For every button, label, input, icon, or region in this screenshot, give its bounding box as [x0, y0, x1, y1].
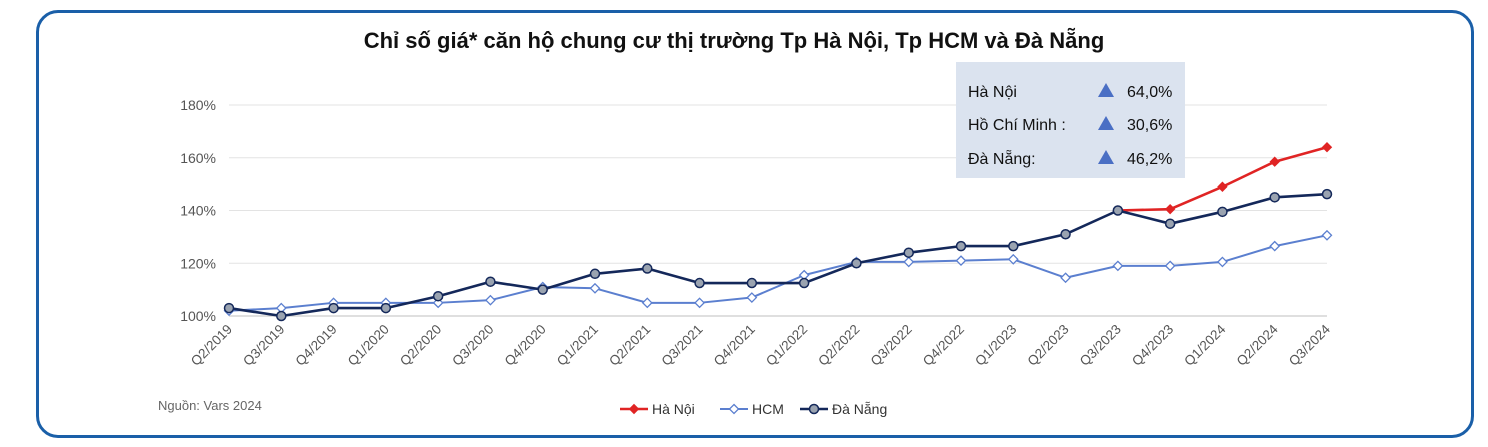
data-point — [1217, 206, 1228, 218]
annotation-label: Hồ Chí Minh : — [968, 117, 1066, 134]
triangle-up-icon — [1098, 150, 1114, 164]
x-tick-label: Q1/2020 — [345, 322, 392, 369]
x-tick-label: Q4/2023 — [1129, 322, 1176, 369]
legend-label: Hà Nội — [652, 401, 695, 417]
data-point — [1008, 240, 1019, 252]
data-point — [1164, 260, 1176, 272]
data-point — [589, 268, 601, 280]
y-tick-label: 100% — [180, 308, 216, 324]
x-tick-label: Q4/2022 — [920, 322, 967, 369]
data-point — [485, 294, 496, 306]
y-axis-ticks: 100% 120% 140% 160% 180% — [180, 97, 216, 324]
x-tick-label: Q4/2021 — [711, 322, 758, 369]
data-point — [1269, 240, 1281, 252]
data-point — [1217, 181, 1228, 192]
legend: Hà Nội HCM Đà Nẵng — [620, 401, 887, 417]
annotation-label: Hà Nội — [968, 84, 1017, 101]
series-line — [228, 192, 1328, 318]
data-point — [328, 302, 339, 314]
source-note: Nguồn: Vars 2024 — [158, 398, 262, 413]
annotation-value: 64,0% — [1127, 84, 1172, 101]
data-point — [1112, 205, 1124, 216]
x-tick-label: Q3/2019 — [240, 322, 287, 369]
data-point — [641, 297, 653, 309]
data-point — [1060, 228, 1071, 240]
chart-frame — [36, 10, 1474, 438]
y-tick-label: 180% — [180, 97, 216, 113]
data-point — [1321, 188, 1333, 200]
data-point — [808, 403, 820, 415]
y-tick-label: 140% — [180, 203, 216, 219]
data-point — [628, 403, 640, 415]
data-point — [798, 277, 810, 289]
x-tick-label: Q1/2023 — [972, 322, 1019, 369]
data-point — [1321, 229, 1333, 241]
data-point — [1321, 141, 1333, 153]
data-point — [955, 240, 967, 252]
data-point — [903, 247, 914, 258]
data-point — [1269, 192, 1280, 203]
data-point — [589, 282, 601, 294]
x-tick-label: Q2/2019 — [188, 322, 235, 369]
data-point — [380, 302, 392, 314]
x-tick-label: Q4/2019 — [292, 322, 339, 369]
x-tick-label: Q3/2022 — [868, 322, 915, 369]
y-tick-label: 160% — [180, 150, 216, 166]
data-point — [1007, 253, 1019, 265]
x-tick-label: Q2/2024 — [1234, 321, 1282, 369]
series-da-nang — [223, 188, 1333, 322]
legend-label: HCM — [752, 401, 784, 417]
x-tick-label: Q1/2022 — [763, 322, 810, 369]
x-axis-ticks: Q2/2019 Q3/2019 Q4/2019 Q1/2020 Q2/2020 Q3/20… — [188, 321, 1334, 369]
data-point — [1164, 218, 1176, 229]
data-point — [694, 297, 705, 309]
x-tick-label: Q2/2022 — [815, 322, 862, 369]
data-point — [903, 256, 915, 268]
data-point — [1269, 156, 1280, 167]
data-point — [1164, 203, 1176, 215]
x-tick-label: Q3/2024 — [1286, 321, 1334, 369]
annotation-box: Hà Nội 64,0% Hồ Chí Minh : 30,6% Đà Nẵng: 46,… — [956, 62, 1185, 178]
data-point — [642, 263, 653, 274]
data-point — [746, 292, 758, 303]
annotation-value: 46,2% — [1127, 151, 1172, 168]
data-point — [276, 310, 287, 322]
x-tick-label: Q2/2023 — [1024, 322, 1071, 369]
data-point — [537, 284, 548, 295]
x-tick-label: Q3/2023 — [1077, 322, 1124, 369]
legend-label: Đà Nẵng — [832, 401, 887, 417]
y-tick-label: 120% — [180, 255, 216, 271]
data-point — [223, 302, 235, 314]
data-point — [1112, 260, 1124, 272]
data-point — [851, 258, 862, 269]
series-hcm — [223, 229, 1333, 317]
x-tick-label: Q2/2021 — [606, 322, 653, 369]
triangle-up-icon — [1098, 83, 1114, 97]
annotation-label: Đà Nẵng: — [968, 149, 1036, 168]
x-tick-label: Q2/2020 — [397, 322, 444, 369]
data-point — [1060, 272, 1071, 284]
annotation-value: 30,6% — [1127, 117, 1172, 134]
series-line — [228, 234, 1328, 312]
x-tick-label: Q1/2024 — [1181, 321, 1229, 369]
data-point — [746, 277, 758, 289]
data-point — [1217, 256, 1228, 268]
x-tick-label: Q1/2021 — [554, 322, 601, 369]
x-tick-label: Q3/2020 — [449, 322, 496, 369]
chart-title: Chỉ số giá* căn hộ chung cư thị trường T… — [363, 28, 1105, 53]
data-point — [728, 403, 740, 415]
x-tick-label: Q4/2020 — [502, 322, 549, 369]
x-tick-label: Q3/2021 — [658, 322, 705, 369]
triangle-up-icon — [1098, 116, 1114, 130]
data-point — [694, 277, 705, 289]
data-point — [432, 290, 444, 302]
data-point — [955, 255, 967, 267]
annotation-box-bg — [956, 62, 1185, 178]
series-group — [223, 141, 1333, 322]
data-point — [485, 276, 496, 287]
